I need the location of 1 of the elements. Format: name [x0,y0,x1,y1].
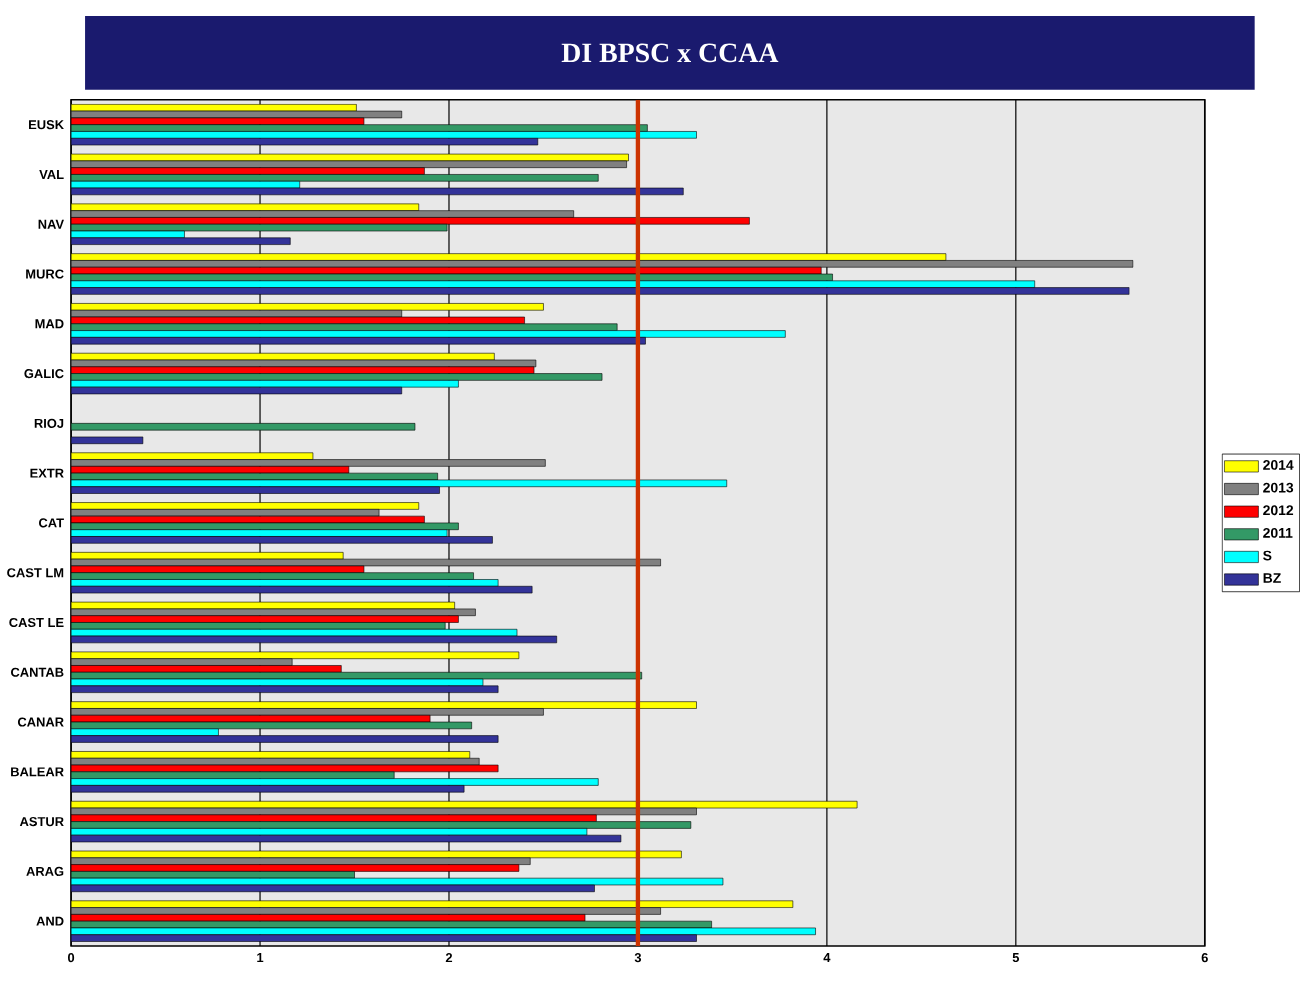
chart-title: DI BPSC x CCAA [561,43,779,63]
